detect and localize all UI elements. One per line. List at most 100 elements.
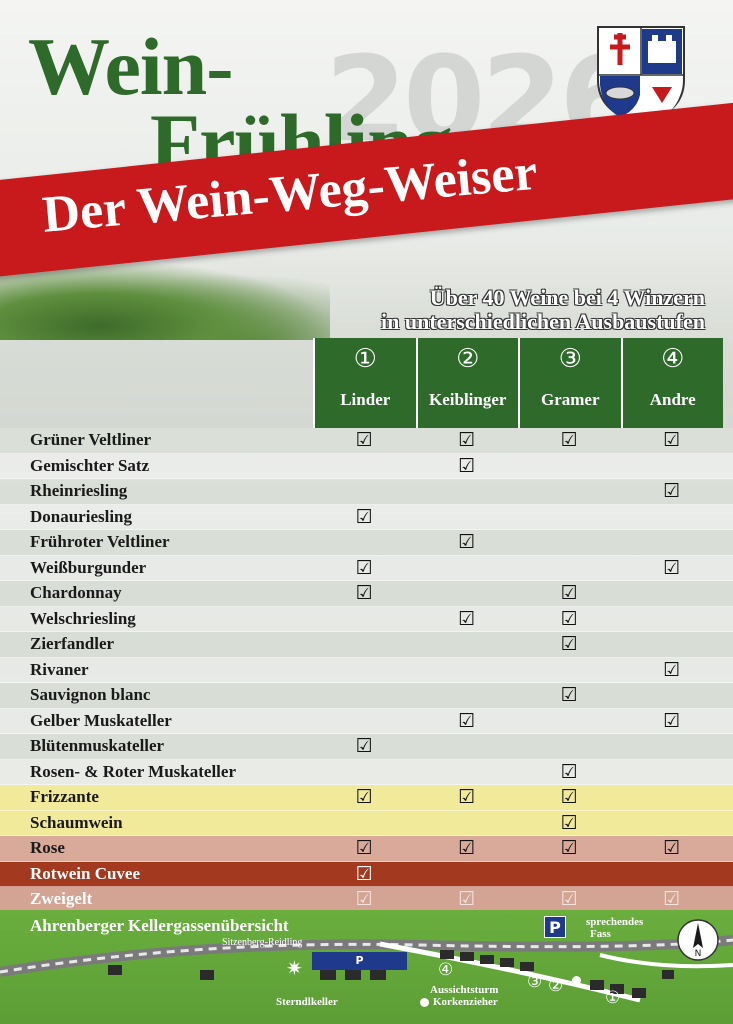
table-row: Welschriesling ☑ ☑ [0, 606, 733, 632]
checkbox-checked-icon: ☑ [560, 760, 578, 783]
winzer-column-header: ② Keiblinger [415, 338, 518, 428]
table-row: Rivaner ☑ [0, 657, 733, 683]
cellar-building [320, 970, 336, 980]
wine-name: Rose [30, 838, 65, 858]
parking-icon: P [544, 916, 566, 938]
sprechendes-fass-line-1: sprechendes [586, 916, 644, 928]
checkbox-checked-icon: ☑ [355, 505, 373, 528]
star-icon: ✷ [286, 956, 303, 980]
wine-name: Rivaner [30, 659, 89, 679]
checkbox-checked-icon: ☑ [560, 582, 578, 605]
coat-of-arms-icon [597, 26, 685, 125]
wine-rows: Grüner Veltliner ☑ ☑ ☑ ☑ Gemischter Satz ☑ Rhei… [0, 428, 733, 913]
table-row: Schaumwein ☑ [0, 810, 733, 836]
checkbox-checked-icon: ☑ [663, 429, 681, 452]
wine-name: Rheinriesling [30, 481, 128, 501]
checkbox-checked-icon: ☑ [560, 888, 578, 911]
table-row: Gemischter Satz ☑ [0, 453, 733, 479]
winzer-number: ③ [558, 344, 582, 374]
checkbox-checked-icon: ☑ [458, 709, 476, 732]
wine-name: Welschriesling [30, 608, 136, 628]
cellar-building [200, 970, 214, 980]
marker-3: ③ [527, 972, 543, 992]
korkenzieher-row: Korkenzieher [420, 996, 498, 1008]
checkbox-checked-icon: ☑ [560, 607, 578, 630]
checkbox-checked-icon: ☑ [458, 454, 476, 477]
checkbox-checked-icon: ☑ [560, 429, 578, 452]
table-row: Chardonnay ☑ ☑ [0, 581, 733, 607]
wine-name: Zierfandler [30, 634, 115, 654]
compass-label: N [695, 949, 702, 959]
checkbox-checked-icon: ☑ [355, 888, 373, 911]
winzer-column-header: ① Linder [313, 338, 416, 428]
winzer-name: Keiblinger [429, 390, 507, 409]
marker-1: ① [605, 988, 621, 1008]
checkbox-checked-icon: ☑ [458, 429, 476, 452]
checkbox-checked-icon: ☑ [458, 786, 476, 809]
cellar-building [610, 984, 624, 994]
cellar-building [440, 950, 454, 959]
map-roads [0, 935, 733, 1003]
table-row: Frühroter Veltliner ☑ [0, 530, 733, 556]
table-row: Blütenmuskateller ☑ [0, 734, 733, 760]
wine-name: Blütenmuskateller [30, 736, 165, 756]
checkbox-checked-icon: ☑ [458, 607, 476, 630]
winzer-number: ① [353, 344, 377, 374]
checkbox-checked-icon: ☑ [355, 735, 373, 758]
checkbox-checked-icon: ☑ [560, 633, 578, 656]
cellar-building [460, 952, 474, 961]
wine-name: Gemischter Satz [30, 455, 150, 475]
table-row: Sauvignon blanc ☑ [0, 683, 733, 709]
table-row: Rosen- & Roter Muskateller ☑ [0, 759, 733, 785]
korkenzieher-text: Korkenzieher [433, 996, 498, 1008]
table-row: Zweigelt ☑ ☑ ☑ ☑ [0, 887, 733, 913]
winzer-header: ① Linder ② Keiblinger ③ Gramer ④ Andre [313, 338, 723, 428]
sterndlkeller-label: Sterndlkeller [276, 996, 338, 1008]
table-row: Rheinriesling ☑ [0, 479, 733, 505]
subtitle: Über 40 Weine bei 4 Winzern in unterschi… [381, 286, 705, 334]
table-row: Weißburgunder ☑ ☑ [0, 555, 733, 581]
checkbox-checked-icon: ☑ [355, 786, 373, 809]
table-row: Donauriesling ☑ [0, 504, 733, 530]
checkbox-checked-icon: ☑ [355, 862, 373, 885]
map-subtitle: Sitzenberg-Reidling [222, 937, 303, 948]
table-row: Frizzante ☑ ☑ ☑ [0, 785, 733, 811]
checkbox-checked-icon: ☑ [560, 811, 578, 834]
winzer-name: Linder [340, 390, 391, 409]
wine-name: Schaumwein [30, 812, 123, 832]
checkbox-checked-icon: ☑ [458, 888, 476, 911]
cellar-building [345, 970, 361, 980]
subtitle-line-1: Über 40 Weine bei 4 Winzern [429, 285, 705, 310]
table-row: Gelber Muskateller ☑ ☑ [0, 708, 733, 734]
cellar-building [480, 955, 494, 964]
wine-name: Donauriesling [30, 506, 133, 526]
marker-4: ④ [438, 960, 454, 980]
wine-name: Rotwein Cuvee [30, 863, 141, 883]
table-row: Rotwein Cuvee ☑ [0, 861, 733, 887]
checkbox-checked-icon: ☑ [663, 480, 681, 503]
checkbox-checked-icon: ☑ [355, 556, 373, 579]
sprechendes-fass-line-2: Fass [590, 928, 611, 940]
kellergasse-map: Ahrenberger Kellergassenübersicht Sitzen… [0, 910, 733, 1024]
table-row: Zierfandler ☑ [0, 632, 733, 658]
wine-name: Weißburgunder [30, 557, 147, 577]
title-line-1: Wein- [28, 21, 234, 112]
checkbox-checked-icon: ☑ [663, 837, 681, 860]
map-title: Ahrenberger Kellergassenübersicht [30, 916, 289, 935]
checkbox-checked-icon: ☑ [663, 709, 681, 732]
checkbox-checked-icon: ☑ [355, 837, 373, 860]
checkbox-checked-icon: ☑ [663, 888, 681, 911]
checkbox-checked-icon: ☑ [663, 658, 681, 681]
winzer-number: ④ [661, 344, 685, 374]
winzer-name: Gramer [540, 390, 600, 409]
cellar-building [632, 988, 646, 998]
wine-name: Chardonnay [30, 583, 122, 603]
checkbox-checked-icon: ☑ [355, 429, 373, 452]
checkbox-checked-icon: ☑ [663, 556, 681, 579]
wine-name: Gelber Muskateller [30, 710, 172, 730]
checkbox-checked-icon: ☑ [560, 837, 578, 860]
wine-name: Zweigelt [30, 889, 93, 909]
winzer-column-header: ④ Andre [620, 338, 723, 428]
compass-icon: N [677, 919, 719, 961]
wine-name: Frühroter Veltliner [30, 532, 170, 552]
